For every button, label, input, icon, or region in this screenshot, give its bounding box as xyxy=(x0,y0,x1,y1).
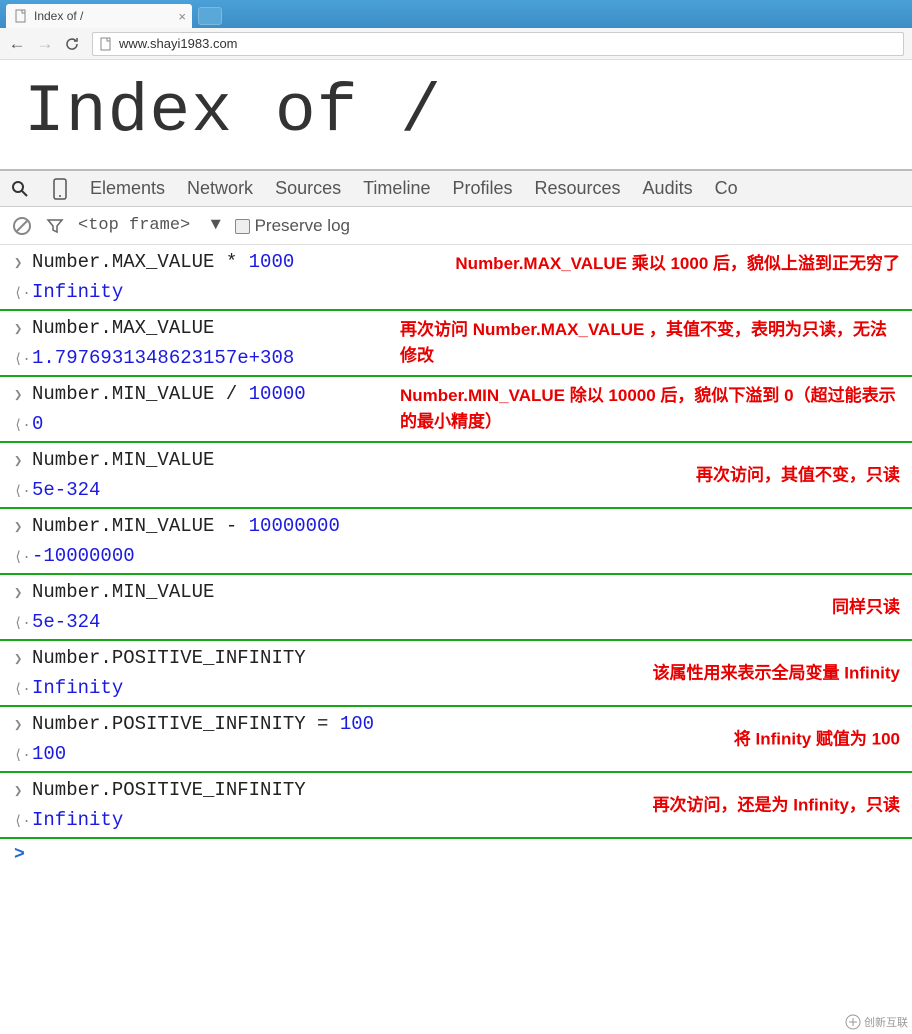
search-icon[interactable] xyxy=(10,179,30,199)
console-output: ❯Number.MAX_VALUE * 1000⟨·InfinityNumber… xyxy=(0,245,912,839)
input-marker-icon: ❯ xyxy=(14,453,32,470)
console-entry: ❯Number.MIN_VALUE - 10000000⟨·-10000000 xyxy=(0,509,912,575)
back-button[interactable]: ← xyxy=(8,34,26,54)
output-marker-icon: ⟨· xyxy=(14,417,32,434)
console-prompt[interactable]: > xyxy=(0,839,912,871)
input-marker-icon: ❯ xyxy=(14,585,32,602)
console-input-code: Number.POSITIVE_INFINITY xyxy=(32,647,306,669)
console-output-value: Infinity xyxy=(32,809,123,831)
page-title: Index of / xyxy=(24,74,888,151)
console-input-code: Number.MIN_VALUE xyxy=(32,581,214,603)
close-icon[interactable]: × xyxy=(178,9,186,24)
annotation-text: 再次访问，还是为 Infinity，只读 xyxy=(653,792,900,818)
filter-icon[interactable] xyxy=(46,217,64,235)
annotation-text: 该属性用来表示全局变量 Infinity xyxy=(653,660,900,686)
console-entry: ❯Number.POSITIVE_INFINITY⟨·Infinity 再次访问，… xyxy=(0,773,912,839)
annotation-text: Number.MIN_VALUE 除以 10000 后，貌似下溢到 0（超过能表… xyxy=(400,383,900,434)
console-output-value: 1.7976931348623157e+308 xyxy=(32,347,294,369)
input-marker-icon: ❯ xyxy=(14,783,32,800)
tab-title: Index of / xyxy=(34,9,83,23)
output-marker-icon: ⟨· xyxy=(14,681,32,698)
console-entry: ❯Number.MAX_VALUE * 1000⟨·InfinityNumber… xyxy=(0,245,912,311)
input-marker-icon: ❯ xyxy=(14,519,32,536)
input-marker-icon: ❯ xyxy=(14,651,32,668)
annotation-text: 将 Infinity 赋值为 100 xyxy=(734,726,900,752)
console-output-line: ⟨·-10000000 xyxy=(0,541,912,571)
console-input-code: Number.POSITIVE_INFINITY xyxy=(32,779,306,801)
page-icon xyxy=(99,37,113,51)
preserve-log-checkbox[interactable] xyxy=(235,219,250,234)
console-output-line: ⟨·Infinity xyxy=(0,277,912,307)
console-output-value: -10000000 xyxy=(32,545,135,567)
console-output-value: 5e-324 xyxy=(32,479,100,501)
output-marker-icon: ⟨· xyxy=(14,483,32,500)
console-entry: ❯Number.POSITIVE_INFINITY = 100⟨·100 将 In… xyxy=(0,707,912,773)
reload-button[interactable] xyxy=(64,36,82,52)
devtools-tab-bar: Elements Network Sources Timeline Profil… xyxy=(0,171,912,207)
console-toolbar: <top frame> ▼ Preserve log xyxy=(0,207,912,245)
device-icon[interactable] xyxy=(52,178,68,200)
console-output-value: 0 xyxy=(32,413,43,435)
watermark: 创新互联 xyxy=(845,1014,908,1030)
console-input-code: Number.MAX_VALUE * 1000 xyxy=(32,251,294,273)
input-marker-icon: ❯ xyxy=(14,255,32,272)
forward-button[interactable]: → xyxy=(36,34,54,54)
output-marker-icon: ⟨· xyxy=(14,351,32,368)
console-output-value: Infinity xyxy=(32,677,123,699)
nav-bar: ← → www.shayi1983.com xyxy=(0,28,912,60)
page-content: Index of / xyxy=(0,60,912,169)
annotation-text: 再次访问，其值不变，只读 xyxy=(696,462,900,488)
tab-console[interactable]: Co xyxy=(715,178,738,199)
output-marker-icon: ⟨· xyxy=(14,549,32,566)
output-marker-icon: ⟨· xyxy=(14,285,32,302)
console-output-value: Infinity xyxy=(32,281,123,303)
console-entry: ❯Number.POSITIVE_INFINITY⟨·Infinity 该属性用来… xyxy=(0,641,912,707)
url-text: www.shayi1983.com xyxy=(119,36,238,51)
url-bar[interactable]: www.shayi1983.com xyxy=(92,32,904,56)
console-output-value: 5e-324 xyxy=(32,611,100,633)
output-marker-icon: ⟨· xyxy=(14,747,32,764)
console-entry: ❯Number.MIN_VALUE / 10000⟨·0 Number.MIN_V… xyxy=(0,377,912,443)
tab-profiles[interactable]: Profiles xyxy=(452,178,512,199)
console-entry: ❯Number.MIN_VALUE⟨·5e-324同样只读 xyxy=(0,575,912,641)
clear-console-icon[interactable] xyxy=(12,216,32,236)
tab-network[interactable]: Network xyxy=(187,178,253,199)
annotation-text: 再次访问 Number.MAX_VALUE ，其值不变，表明为只读，无法修改 xyxy=(400,317,900,368)
console-input-code: Number.POSITIVE_INFINITY = 100 xyxy=(32,713,374,735)
console-input-line: ❯Number.MIN_VALUE xyxy=(0,577,912,607)
tab-timeline[interactable]: Timeline xyxy=(363,178,430,199)
console-output-value: 100 xyxy=(32,743,66,765)
new-tab-button[interactable] xyxy=(198,7,222,25)
devtools-panel: Elements Network Sources Timeline Profil… xyxy=(0,169,912,871)
tab-audits[interactable]: Audits xyxy=(643,178,693,199)
console-input-code: Number.MIN_VALUE - 10000000 xyxy=(32,515,340,537)
console-entry: ❯Number.MAX_VALUE⟨·1.7976931348623157e+3… xyxy=(0,311,912,377)
annotation-text: Number.MAX_VALUE 乘以 1000 后，貌似上溢到正无穷了 xyxy=(455,251,900,277)
browser-tab[interactable]: Index of / × xyxy=(6,4,192,28)
input-marker-icon: ❯ xyxy=(14,321,32,338)
output-marker-icon: ⟨· xyxy=(14,615,32,632)
console-input-code: Number.MAX_VALUE xyxy=(32,317,214,339)
input-marker-icon: ❯ xyxy=(14,387,32,404)
input-marker-icon: ❯ xyxy=(14,717,32,734)
annotation-text: 同样只读 xyxy=(832,594,900,620)
tab-resources[interactable]: Resources xyxy=(535,178,621,199)
console-input-line: ❯Number.MIN_VALUE - 10000000 xyxy=(0,511,912,541)
frame-selector[interactable]: <top frame> ▼ xyxy=(78,216,221,235)
console-output-line: ⟨·5e-324 xyxy=(0,607,912,637)
console-input-code: Number.MIN_VALUE / 10000 xyxy=(32,383,306,405)
browser-tab-strip: Index of / × xyxy=(0,0,912,28)
console-entry: ❯Number.MIN_VALUE⟨·5e-324 再次访问，其值不变，只读 xyxy=(0,443,912,509)
tab-elements[interactable]: Elements xyxy=(90,178,165,199)
output-marker-icon: ⟨· xyxy=(14,813,32,830)
console-input-code: Number.MIN_VALUE xyxy=(32,449,214,471)
preserve-log-label[interactable]: Preserve log xyxy=(235,216,350,236)
tab-sources[interactable]: Sources xyxy=(275,178,341,199)
page-icon xyxy=(14,9,28,23)
